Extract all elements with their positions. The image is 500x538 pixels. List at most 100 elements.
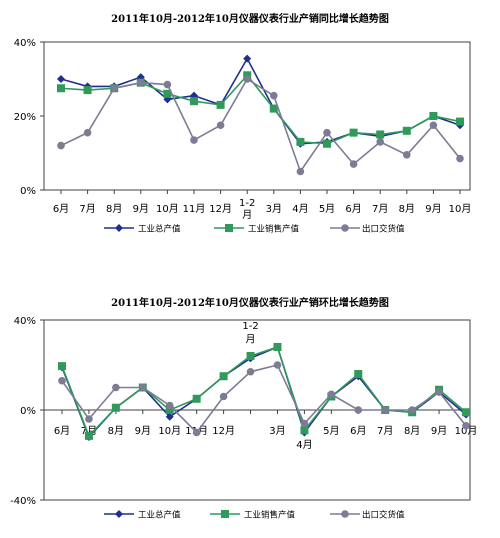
data-point: [57, 141, 65, 150]
x-tick-label: 1-2: [239, 198, 255, 209]
data-point: [216, 121, 225, 130]
data-point: [462, 408, 470, 417]
x-tick-label: 6月: [345, 203, 361, 215]
x-tick-label: 6月: [54, 425, 70, 437]
data-point: [273, 343, 282, 351]
data-point: [323, 139, 331, 148]
legend-marker: [115, 510, 123, 518]
data-point: [273, 361, 282, 369]
data-point: [85, 415, 93, 423]
data-point: [246, 367, 255, 376]
legend-marker: [221, 510, 229, 518]
data-point: [219, 372, 228, 381]
data-point: [110, 84, 118, 93]
legend-label: 工业销售产值: [244, 510, 296, 521]
x-tick-label: 7月: [372, 203, 388, 215]
x-tick-label: 6月: [53, 203, 69, 215]
legend-label: 工业总产值: [138, 224, 181, 235]
x-tick-label: 10月: [455, 425, 478, 437]
data-point: [216, 100, 225, 109]
data-point: [376, 130, 385, 139]
x-tick-label: 4月: [296, 439, 312, 451]
data-point: [192, 428, 201, 437]
series-line: [61, 345, 467, 438]
x-tick-label: 月: [242, 209, 252, 221]
data-point: [111, 403, 120, 412]
legend-marker: [341, 224, 349, 232]
data-point: [402, 126, 411, 135]
data-point: [354, 370, 363, 378]
data-point: [270, 91, 278, 100]
x-tick-label: 9月: [431, 425, 447, 437]
data-point: [57, 75, 65, 83]
data-point: [163, 80, 172, 89]
series-circle: [57, 75, 464, 176]
x-tick-label: 9月: [425, 203, 441, 215]
legend-label: 工业销售产值: [248, 224, 300, 235]
x-tick-label: 5月: [319, 203, 335, 215]
x-tick-label: 7月: [377, 425, 393, 437]
chart-mom-svg: 2011年10月-2012年10月仪器仪表行业产销环比增长趋势图 -40% 0% 40…: [10, 296, 478, 521]
data-point: [300, 419, 309, 428]
y-tick-label: -40%: [10, 496, 36, 507]
series-line: [60, 56, 461, 145]
data-point: [403, 151, 411, 159]
data-point: [300, 426, 309, 435]
y-tick-label: 40%: [14, 38, 36, 49]
data-point: [219, 392, 228, 401]
legend-marker: [225, 224, 233, 232]
x-tick-label: 12月: [209, 203, 232, 215]
data-point: [381, 406, 390, 414]
data-point: [296, 167, 305, 176]
data-point: [429, 121, 438, 130]
data-point: [354, 406, 363, 414]
chart-yoy-svg: 2011年10月-2012年10月仪器仪表行业产销同比增长趋势图 0% 20% 40%…: [14, 12, 472, 235]
x-tick-label: 6月: [350, 425, 366, 437]
data-point: [165, 401, 174, 410]
x-tick-label: 1-2: [242, 321, 258, 332]
data-point: [435, 388, 443, 396]
data-point: [429, 112, 438, 120]
data-point: [349, 160, 358, 168]
y-tick-label: 0%: [20, 406, 36, 417]
y-tick-label: 0%: [20, 186, 36, 197]
series-line: [60, 77, 461, 174]
x-tick-label: 12月: [212, 425, 235, 437]
data-point: [83, 86, 92, 95]
data-point: [376, 138, 385, 146]
data-point: [83, 128, 92, 137]
data-point: [190, 97, 198, 106]
legend-marker: [341, 510, 349, 518]
data-point: [139, 383, 147, 392]
data-point: [462, 421, 470, 430]
legend-label: 出口交货值: [362, 224, 405, 235]
data-point: [269, 104, 278, 113]
x-tick-label: 11月: [183, 203, 206, 215]
data-point: [327, 390, 336, 399]
chart-mom: 2011年10月-2012年10月仪器仪表行业产销环比增长趋势图 -40% 0% 40…: [0, 290, 500, 538]
x-tick-label: 8月: [404, 425, 420, 437]
series-circle: [58, 361, 470, 437]
x-tick-label: 4月: [292, 203, 308, 215]
data-point: [296, 137, 305, 146]
y-tick-label: 40%: [14, 316, 36, 327]
legend-label: 工业总产值: [138, 510, 181, 521]
data-point: [165, 406, 174, 414]
x-tick-label: 10月: [158, 425, 181, 437]
y-tick-label: 20%: [14, 112, 36, 123]
data-point: [58, 362, 66, 371]
x-tick-label: 月: [246, 334, 256, 346]
series-line: [61, 345, 467, 439]
plot-area: [43, 41, 471, 191]
data-point: [456, 117, 464, 126]
data-point: [190, 136, 198, 144]
x-tick-label: 8月: [399, 203, 415, 215]
x-tick-label: 3月: [266, 203, 282, 215]
x-tick-label: 8月: [108, 425, 124, 437]
data-point: [408, 406, 416, 414]
x-tick-label: 7月: [79, 203, 95, 215]
chart-title: 2011年10月-2012年10月仪器仪表行业产销环比增长趋势图: [111, 296, 389, 309]
series-line: [61, 364, 467, 434]
x-tick-label: 8月: [106, 203, 122, 215]
legend-label: 出口交货值: [362, 510, 405, 521]
